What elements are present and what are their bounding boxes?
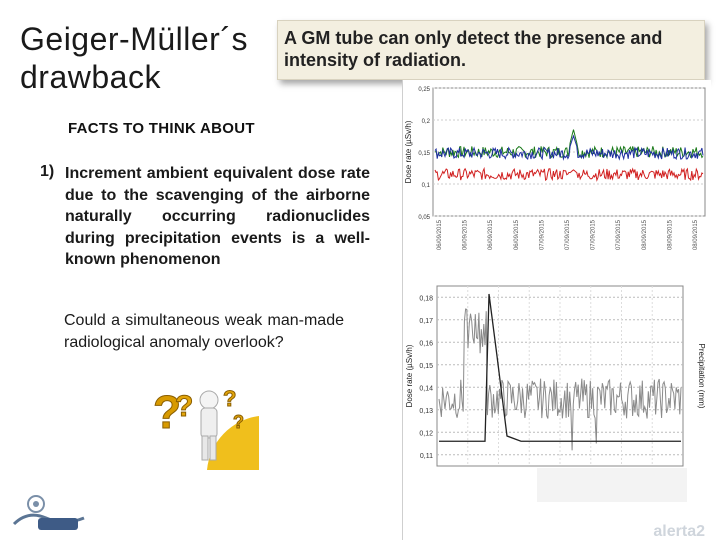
chart-1-xtick-label: 07/09/2015 [539, 219, 545, 250]
question-text: Could a simultaneous weak man-made radio… [64, 312, 344, 351]
fact-number: 1) [40, 163, 55, 180]
chart-1-dose-rate-timeseries: 0,25 0,2 0,15 0,1 0,05 Dose rate (µSv/h) 06/09… [404, 87, 706, 250]
chart-1-xtick-label: 08/09/2015 [667, 219, 673, 250]
chart-1-series-line [434, 134, 704, 161]
chart-2-ytick-label: 0,14 [419, 385, 433, 392]
chart-1-xtick-label: 07/09/2015 [591, 219, 597, 250]
slide-title-line-2: drawback [20, 59, 161, 95]
chart-2-ytick-label: 0,11 [420, 453, 433, 460]
svg-text:?: ? [223, 386, 236, 411]
chart-2-ytick-label: 0,18 [419, 295, 433, 302]
svg-text:?: ? [153, 386, 181, 438]
chart-2-dose-series [438, 308, 682, 451]
chart-2-y2label: Precipitation (mm) [697, 344, 706, 409]
chart-1-xtick-label: 08/09/2015 [642, 219, 648, 250]
chart-panel: 0,25 0,2 0,15 0,1 0,05 Dose rate (µSv/h) 06/09… [402, 80, 711, 540]
chart-1-xtick-label: 07/09/2015 [616, 219, 622, 250]
slide-title-line-1: Geiger-Müller´s [20, 21, 248, 57]
svg-text:?: ? [233, 412, 244, 432]
chart-1-ytick-label: 0,25 [418, 87, 430, 93]
chart-2-ylabel: Dose rate (µSv/h) [405, 344, 414, 407]
chart-2-ytick-label: 0,16 [419, 340, 433, 347]
question-marks-clipart: ? ? ? ? [147, 376, 259, 470]
chart-1-series-line [434, 166, 704, 182]
brand-watermark: alerta2 [653, 523, 705, 540]
chart-1-xtick-label: 06/09/2015 [463, 219, 469, 250]
chart-2-precipitation-series [439, 293, 681, 442]
chart-1-ytick-label: 0,05 [418, 215, 430, 221]
chart-1-xtick-label: 07/09/2015 [565, 219, 571, 250]
chart-2-ytick-label: 0,15 [419, 363, 433, 370]
slide-title: Geiger-Müller´s drawback [20, 20, 248, 96]
chart-2-ytick-label: 0,13 [419, 408, 433, 415]
dose-rate-charts: 0,25 0,2 0,15 0,1 0,05 Dose rate (µSv/h) 06/09… [404, 87, 706, 540]
fact-text: Increment ambient equivalent dose rate d… [65, 165, 370, 268]
laruex-logo [12, 495, 85, 530]
chart-1-xtick-label: 06/09/2015 [437, 219, 443, 250]
svg-text:?: ? [175, 390, 193, 423]
chart-1-ylabel: Dose rate (µSv/h) [404, 120, 413, 183]
chart-2-ytick-label: 0,12 [419, 430, 433, 437]
chart-1-xtick-label: 06/09/2015 [514, 219, 520, 250]
chart-2-dose-rate-precipitation: 0,18 0,17 0,16 0,15 0,14 0,13 0,12 0,11 Dose rat… [405, 285, 706, 540]
callout-box: A GM tube can only detect the presence a… [277, 20, 705, 80]
chart-1-xtick-label: 06/09/2015 [488, 219, 494, 250]
chart-2-ytick-label: 0,17 [419, 318, 433, 325]
facts-heading: FACTS TO THINK ABOUT [68, 120, 255, 137]
chart-1-ytick-label: 0,1 [422, 183, 431, 189]
chart-1-xtick-label: 08/09/2015 [693, 219, 699, 250]
chart-1-ytick-label: 0,15 [418, 151, 430, 157]
chart-1-ytick-label: 0,2 [422, 119, 431, 125]
callout-text: A GM tube can only detect the presence a… [284, 28, 663, 70]
chart-2-xaxis-labels-region [537, 468, 687, 502]
